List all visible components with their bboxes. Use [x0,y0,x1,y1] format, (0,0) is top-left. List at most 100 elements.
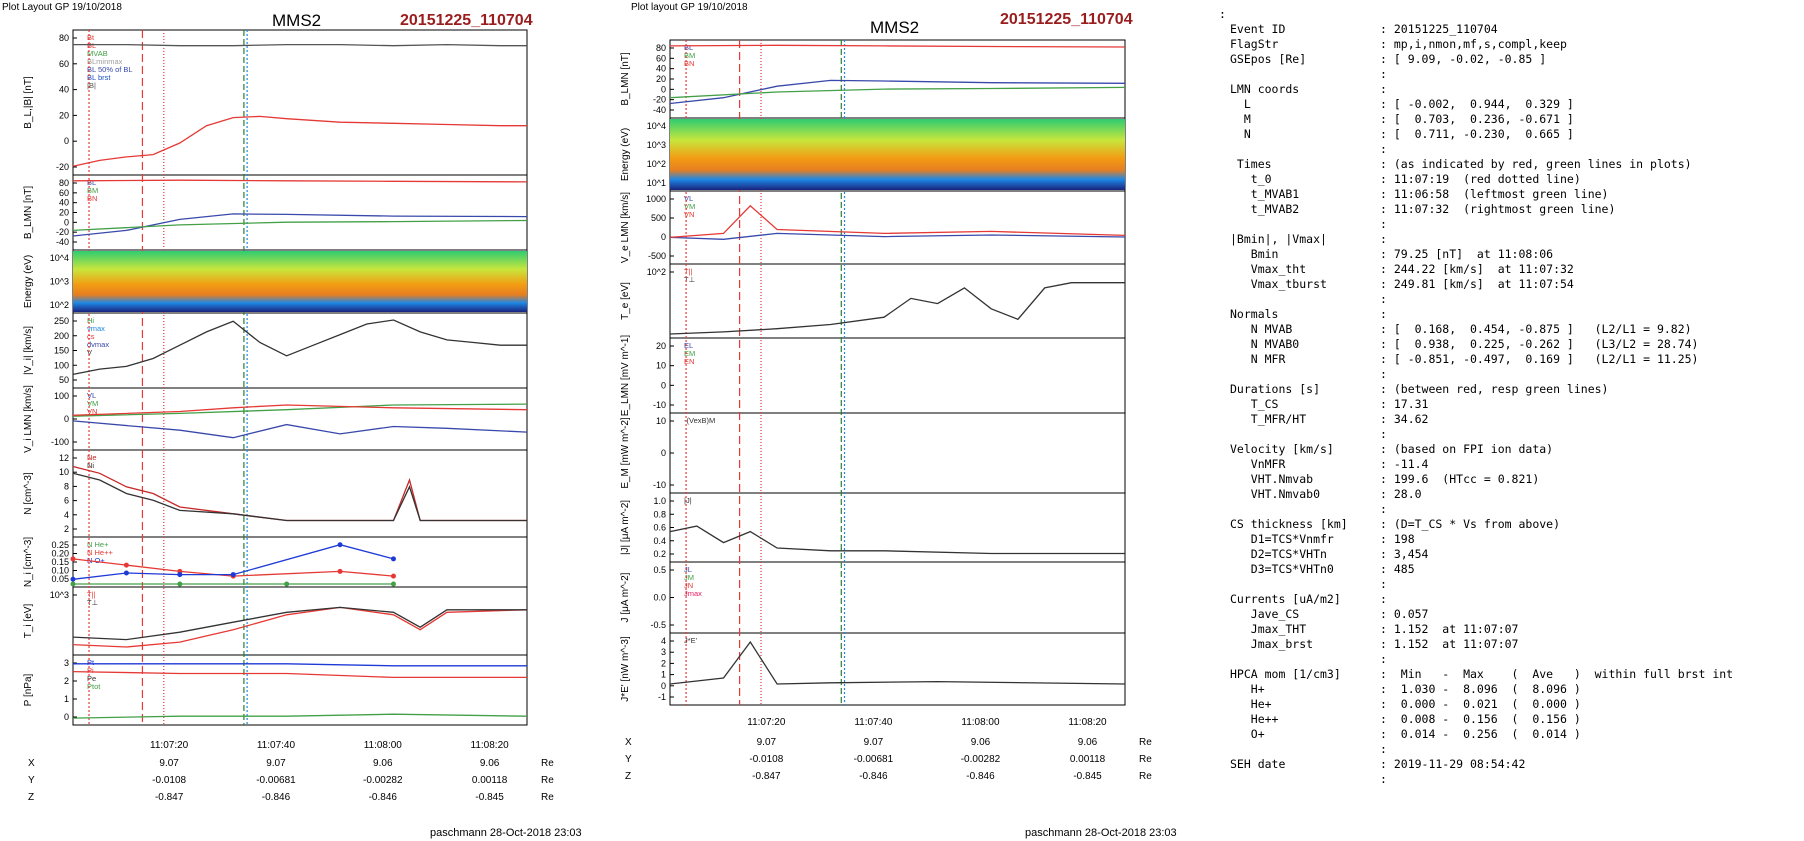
left-panel-7: N_i [cm^-3] 0.250.200.150.100.05 N He+N He… [23,536,528,588]
middle-panel-ytick: 0.4 [653,536,666,546]
summary-value: : [1380,82,1387,96]
summary-value: : [1380,367,1387,381]
left-time-tick: 11:07:40 [257,740,296,751]
summary-key: D3=TCS*VHTn0 [1230,562,1334,576]
middle-legend-entry: EN [684,357,694,366]
left-panel-ytick: 8 [64,481,69,491]
left-panel-ylabel: V_i LMN [km/s] [23,385,34,453]
middle-series-line [669,232,1126,240]
summary-value: : 0.014 - 0.256 ( 0.014 ) [1380,727,1581,741]
summary-value: : 485 [1380,562,1415,576]
middle-panel-ytick: 0 [661,448,666,458]
summary-key: Jmax_brst [1230,637,1313,651]
left-legend-entry: |B| [87,81,96,90]
left-time-tick: 11:07:20 [150,740,189,751]
summary-key: Bmin [1230,247,1278,261]
left-legend-entry: Pt [87,658,95,667]
left-panel-ylabel: |V_i| [km/s] [23,326,34,375]
left-panel-frame [72,387,528,451]
left-legend-entry: BM [87,186,98,195]
middle-panel-ytick: 80 [656,43,666,53]
middle-pos-label: X [625,737,632,748]
left-series-point [337,542,343,548]
summary-value: : [ -0.851, -0.497, 0.169 ] (L2/L1 = 11.… [1380,352,1699,366]
summary-key: L [1230,97,1251,111]
summary-value: : 199.6 (HTcc = 0.821) [1380,472,1539,486]
middle-panel-ytick: 0 [661,232,666,242]
summary-key: FlagStr [1230,37,1279,51]
middle-panel-ytick: 0.8 [653,509,666,519]
summary-value: : (between red, resp green lines) [1380,382,1608,396]
middle-panel-ytick: 3 [661,647,666,657]
summary-key: HPCA mom [1/cm3] [1230,667,1341,681]
left-spectrogram [73,251,527,312]
left-panel-frame [72,586,528,656]
left-pos-value: -0.0108 [152,775,186,786]
summary-key: T_CS [1230,397,1279,411]
middle-panel-ytick: 4 [661,636,666,646]
left-series-point [390,573,396,579]
summary-value: : (D=T_CS * Vs from above) [1380,517,1560,531]
left-legend-entry: N He+ [87,540,109,549]
summary-value: : [1380,577,1387,591]
summary-key: GSEpos [Re] [1230,52,1306,66]
middle-legend-entry: EM [684,349,695,358]
middle-panel-ylabel: J [μA m^-2] [620,572,631,622]
summary-value: : 17.31 [1380,397,1429,411]
left-pos-value: -0.846 [262,792,291,803]
summary-value: : [ 0.711, -0.230, 0.665 ] [1380,127,1574,141]
middle-pos-value: -0.846 [859,771,888,782]
middle-panel-ytick: 1000 [646,194,666,204]
summary-value: : (as indicated by red, green lines in p… [1380,157,1692,171]
summary-value: : [1380,307,1387,321]
left-panel-ytick: 1 [64,694,69,704]
left-legend-entry: Pi [87,666,94,675]
left-panel-ylabel: P [nPa] [23,673,34,706]
left-series-line [72,472,527,522]
middle-pos-value: -0.845 [1073,771,1102,782]
left-pos-label: Y [28,775,35,786]
left-series-line [73,663,527,667]
summary-value: : 20151225_110704 [1380,22,1498,36]
left-panel-ytick: 0.25 [51,540,69,550]
left-pos-unit: Re [541,792,554,803]
middle-panel-ytick: 1 [661,670,666,680]
middle-position-table: 11:07:20 11:07:40 11:08:00 11:08:20 X 9.07 9.0… [625,717,1152,782]
left-series-point [337,568,343,574]
left-panel-ytick: 10^4 [50,253,69,263]
summary-key: VnMFR [1230,457,1285,471]
summary-value: : 11:07:32 (rightmost green line) [1380,202,1615,216]
left-series-line [72,606,527,641]
summary-key: VHT.Nmvab0 [1230,487,1320,501]
middle-pos-unit: Re [1139,737,1152,748]
middle-panel-frame [669,632,1126,706]
summary-value: : 0.000 - 0.021 ( 0.000 ) [1380,697,1581,711]
middle-panel-ytick: 10^1 [647,178,666,188]
summary-value: : [ 0.703, 0.236, -0.671 ] [1380,112,1574,126]
left-pos-value: 9.06 [373,758,393,769]
middle-panel-ytick: 0.6 [653,523,666,533]
middle-pos-label: Z [625,771,631,782]
left-legend-entry: Pe [87,674,96,683]
middle-legend-entry: VM [684,202,695,211]
summary-value: : 249.81 [km/s] at 11:07:54 [1380,277,1574,291]
left-panel-ytick: 2 [64,524,69,534]
middle-legend-entry: T|| [684,267,693,276]
middle-legend-entry: BN [684,59,694,68]
summary-key: Times [1230,157,1272,171]
left-panel-frame [72,536,528,588]
middle-panel-ytick: -10 [653,480,666,490]
left-panels: B_L,|B| [nT]806040200-20BtBLMVABBLminmax… [23,29,528,726]
left-pos-value: -0.00681 [256,775,296,786]
left-panel-ytick: 6 [64,496,69,506]
middle-event-title: 20151225_110704 [1000,11,1133,28]
left-panel-ytick: -20 [56,227,69,237]
summary-key: Velocity [km/s] [1230,442,1334,456]
summary-value: : 198 [1380,532,1415,546]
summary-value: : [1380,67,1387,81]
left-footer: paschmann 28-Oct-2018 23:03 [430,827,582,839]
summary-key: M [1230,112,1251,126]
middle-panel-4: T_e [eV] 10^2 T||T⊥ [620,263,1126,339]
middle-panel-frame [669,39,1126,119]
